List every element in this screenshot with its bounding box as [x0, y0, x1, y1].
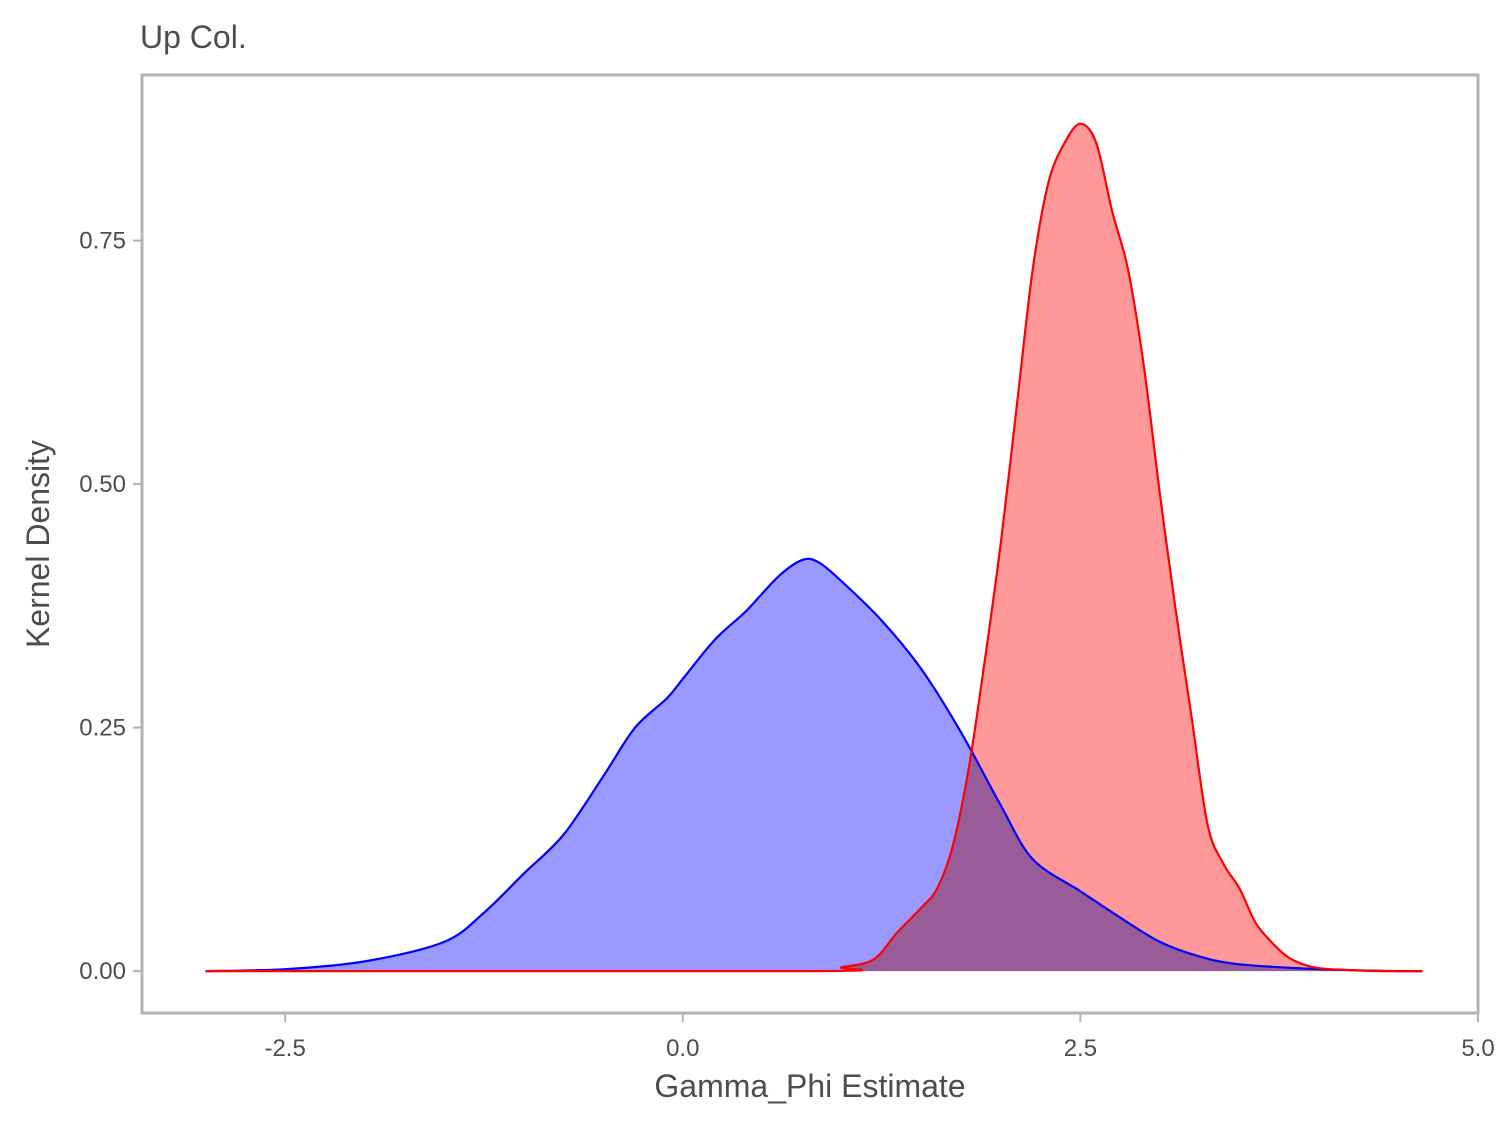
y-axis-title: Kernel Density — [20, 440, 56, 648]
x-tick-label: -2.5 — [264, 1035, 305, 1062]
y-tick-label: 0.25 — [79, 715, 126, 742]
y-tick-label: 0.75 — [79, 228, 126, 255]
series-2-area — [205, 123, 1423, 972]
y-tick-label: 0.50 — [79, 471, 126, 498]
series-2-line — [205, 122, 1423, 973]
x-axis: -2.5 0.0 2.5 5.0 — [264, 1014, 1495, 1062]
x-axis-title: Gamma_Phi Estimate — [654, 1068, 965, 1104]
y-tick-label: 0.00 — [79, 958, 126, 985]
chart-title: Up Col. — [140, 19, 247, 55]
series-1-area — [205, 558, 1423, 972]
plot-panel-border — [140, 73, 1480, 1015]
x-tick-label: 2.5 — [1064, 1035, 1097, 1062]
x-tick-label: 5.0 — [1461, 1035, 1494, 1062]
series-1-line — [205, 557, 1423, 973]
y-axis: 0.00 0.25 0.50 0.75 — [79, 228, 141, 985]
series-layer — [205, 122, 1423, 973]
x-tick-label: 0.0 — [666, 1035, 699, 1062]
